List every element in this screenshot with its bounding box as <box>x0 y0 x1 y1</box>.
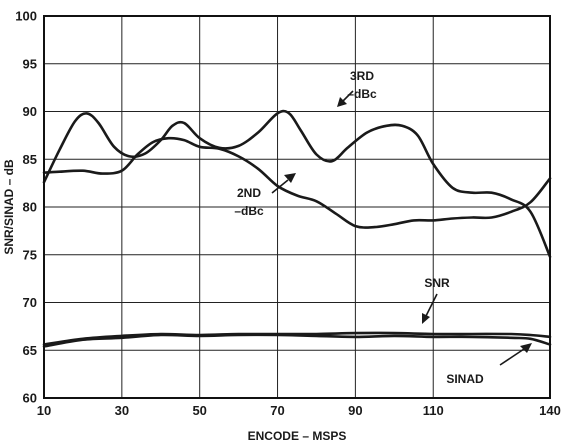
x-tick-label: 110 <box>423 403 444 418</box>
y-tick-label: 100 <box>15 9 37 24</box>
series-line-snr <box>42 331 552 346</box>
x-tick-label: 70 <box>270 403 284 418</box>
y-tick-label: 80 <box>23 200 37 215</box>
series-line-3rd-dbc <box>42 109 552 258</box>
arrow-3rd <box>342 90 354 102</box>
arrow-sinad <box>499 348 525 366</box>
grid <box>43 15 551 399</box>
y-tick-label: 85 <box>23 152 37 167</box>
series-line-sinad <box>42 333 552 348</box>
arrow-3rd-head <box>337 97 347 107</box>
series-line-2nd-dbc <box>42 136 552 229</box>
y-tick-label: 95 <box>23 56 37 71</box>
y-tick-label: 75 <box>23 247 37 262</box>
plot-frame <box>43 15 551 399</box>
arrow-snr <box>425 293 438 317</box>
y-tick-label: 60 <box>23 391 37 406</box>
x-tick-label: 90 <box>348 403 362 418</box>
y-tick-label: 65 <box>23 343 37 358</box>
x-tick-label: 10 <box>37 403 51 418</box>
y-axis-label: SNR/SINAD – dB <box>2 159 16 255</box>
arrow-2nd <box>271 179 289 194</box>
annotations: 3RD –dBc 2ND –dBc SNR SINAD <box>234 69 532 386</box>
x-axis-label: ENCODE – MSPS <box>248 429 347 443</box>
y-tick-label: 70 <box>23 295 37 310</box>
y-tick-label: 90 <box>23 104 37 119</box>
annotation-3rd-line2: –dBc <box>347 87 377 101</box>
x-tick-label: 30 <box>115 403 129 418</box>
annotation-2nd-line1: 2ND <box>237 186 261 200</box>
annotation-snr: SNR <box>424 276 450 290</box>
arrow-snr-head <box>422 313 430 324</box>
annotation-sinad: SINAD <box>446 372 484 386</box>
series-lines <box>42 109 552 348</box>
tick-labels: 10 30 50 70 90 110 140 60 65 70 75 80 85 90 95 100 <box>15 9 561 419</box>
annotation-2nd-line2: –dBc <box>234 204 264 218</box>
x-tick-label: 50 <box>192 403 206 418</box>
arrow-sinad-head <box>520 343 532 353</box>
arrow-2nd-head <box>284 173 296 183</box>
annotation-3rd-line1: 3RD <box>350 69 374 83</box>
x-tick-label: 140 <box>539 403 561 418</box>
